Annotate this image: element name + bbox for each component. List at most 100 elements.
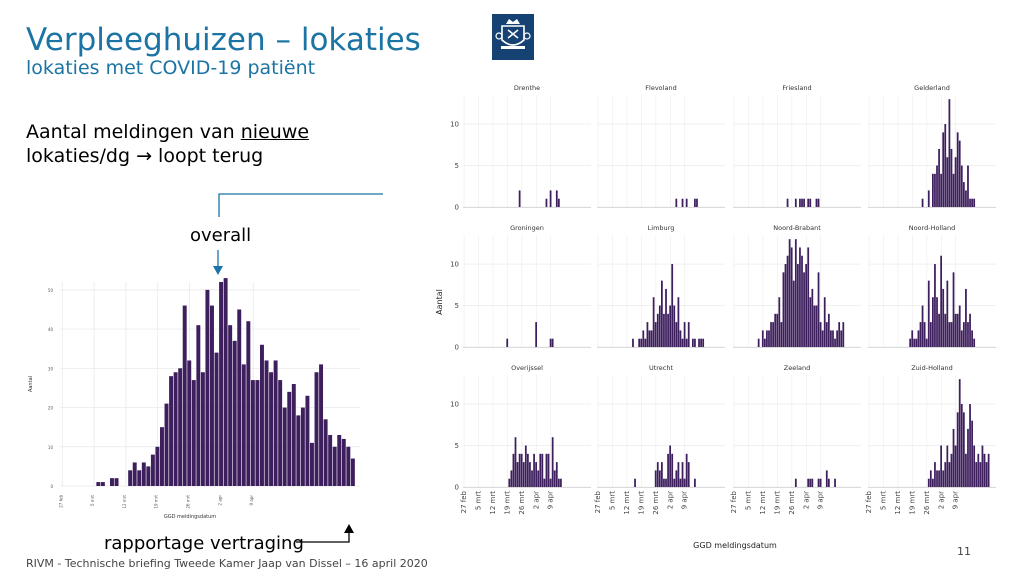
facet-bar xyxy=(665,288,667,347)
facet-bar xyxy=(834,478,836,487)
bullet-underlined-word: nieuwe xyxy=(240,121,310,143)
overall-bar xyxy=(150,454,155,486)
facet-bar xyxy=(677,297,680,347)
facet-bar xyxy=(794,478,797,487)
connector-line xyxy=(218,193,383,217)
facet-bar xyxy=(537,470,540,487)
facet-bar xyxy=(799,247,801,347)
overall-bar xyxy=(237,309,242,486)
facet-x-tick-label: 19 mrt xyxy=(773,491,781,515)
overall-chart: 0 10 20 30 40 50 27 feb 5 mrt 12 mrt 19 mrt 26 mrt… xyxy=(28,278,360,520)
overall-y-tick-label: 0 xyxy=(50,484,53,489)
facet-bar xyxy=(547,453,550,487)
facet-bar xyxy=(948,322,951,347)
facet-bar xyxy=(790,247,793,347)
overall-bar xyxy=(332,446,337,486)
facet-bar xyxy=(932,297,934,347)
overall-bar xyxy=(132,462,137,486)
facet-bar xyxy=(675,470,678,487)
facet-bar xyxy=(827,478,830,487)
facet-bar xyxy=(786,255,789,347)
facet-bar xyxy=(541,453,544,487)
facet-bar xyxy=(969,313,971,347)
overall-bar xyxy=(350,458,355,486)
facet-bar xyxy=(667,313,669,347)
facet-bar xyxy=(807,198,810,207)
facet-bar xyxy=(921,198,924,207)
facet-bar xyxy=(801,198,803,207)
facet-bar xyxy=(524,445,527,487)
facet-bar xyxy=(518,453,521,487)
facet-bar xyxy=(948,99,951,207)
overall-bar xyxy=(205,289,210,486)
overall-bar xyxy=(146,466,151,486)
facet-bar xyxy=(811,478,814,487)
facet-bar xyxy=(815,198,818,207)
facet-bar xyxy=(811,288,814,347)
overall-y-tick-label: 40 xyxy=(48,327,54,332)
facet-bar xyxy=(553,470,556,487)
facet-bar xyxy=(915,338,918,347)
slide-title: Verpleeghuizen – lokaties xyxy=(26,22,421,58)
facet-bar xyxy=(946,445,949,487)
facet-bar xyxy=(683,322,686,347)
facet-x-tick-label: 5 mrt xyxy=(744,491,752,510)
facet-bar xyxy=(960,404,963,487)
overall-y-axis-label: Aantal xyxy=(28,376,34,392)
overall-bar xyxy=(287,391,292,486)
facet-bar xyxy=(772,322,774,347)
facet-bar xyxy=(952,173,955,207)
overall-bar xyxy=(178,368,183,486)
facet-y-tick-label: 10 xyxy=(450,401,459,409)
facet-bar xyxy=(942,288,945,347)
facet-bar xyxy=(938,148,940,207)
facet-bar xyxy=(778,297,781,347)
facet-strip-label: Gelderland xyxy=(914,84,950,92)
facet-x-tick-label: 9 apr xyxy=(817,491,825,509)
facet-bar xyxy=(956,412,959,487)
facet-bar xyxy=(654,470,657,487)
facet-bar xyxy=(965,453,967,487)
overall-bar xyxy=(328,435,333,486)
facet-bar xyxy=(807,247,810,347)
coat-of-arms-icon xyxy=(495,19,531,49)
facet-x-tick-label: 5 mrt xyxy=(608,491,616,510)
facet-y-tick-label: 10 xyxy=(450,121,459,129)
facet-bar xyxy=(932,478,934,487)
facet-bar xyxy=(768,330,770,347)
facet-bar xyxy=(533,453,535,487)
facet-bar xyxy=(527,453,529,487)
facet-bar xyxy=(782,272,785,347)
facet-bar xyxy=(927,478,930,487)
facet-bar xyxy=(962,322,965,347)
facet-bar xyxy=(691,338,694,347)
facet-bar xyxy=(665,478,667,487)
facet-bar xyxy=(512,453,515,487)
facet-bar xyxy=(776,313,779,347)
overall-bar xyxy=(96,482,101,486)
facet-bar xyxy=(551,437,554,487)
facet-bar xyxy=(938,313,940,347)
facet-x-tick-label: 12 mrt xyxy=(489,491,497,515)
facet-bar xyxy=(675,322,678,347)
overall-bar xyxy=(337,435,342,486)
facet-bar xyxy=(683,478,686,487)
facet-bar xyxy=(535,462,538,487)
facet-strip-label: Friesland xyxy=(782,84,811,92)
facet-bar xyxy=(940,255,943,347)
facet-bar xyxy=(827,313,830,347)
facet-strip-label: Drenthe xyxy=(514,84,540,92)
facet-bar xyxy=(518,190,521,207)
facet-y-tick-label: 0 xyxy=(455,344,459,352)
facet-bar xyxy=(936,470,938,487)
facet-bar xyxy=(805,264,808,347)
facet-bar xyxy=(702,338,705,347)
overall-y-tick-label: 50 xyxy=(48,288,54,293)
facet-bar xyxy=(985,462,988,487)
facet-bar xyxy=(549,478,552,487)
facet-bar xyxy=(535,322,538,347)
facet-bar xyxy=(987,453,990,487)
facet-bar xyxy=(807,478,810,487)
overall-bar xyxy=(141,462,146,486)
